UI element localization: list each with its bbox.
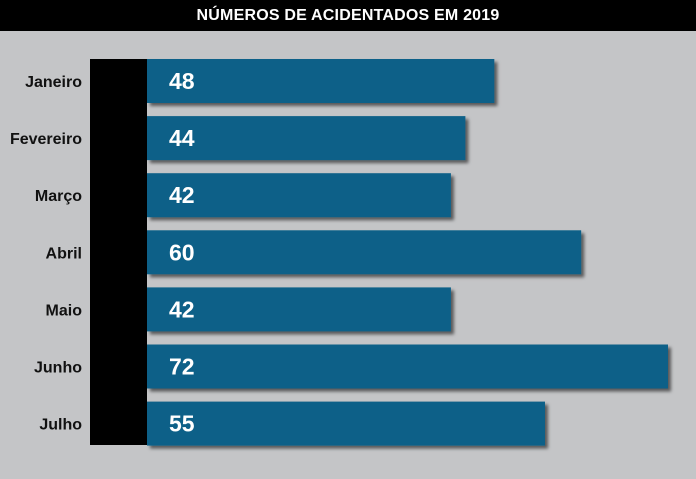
bar-4 [147, 287, 451, 332]
bar-6 [147, 401, 545, 446]
category-label-5: Junho [34, 360, 82, 377]
bar-3 [147, 230, 582, 275]
bar-1 [147, 116, 466, 161]
value-label-5: 72 [169, 354, 195, 380]
category-label-0: Janeiro [25, 74, 82, 91]
category-label-6: Julho [39, 417, 82, 434]
value-label-3: 60 [169, 239, 195, 265]
category-label-1: Fevereiro [10, 131, 82, 148]
bar-0 [147, 59, 495, 103]
bars-layer [147, 59, 668, 446]
category-label-3: Abril [46, 245, 82, 262]
value-label-0: 48 [169, 68, 195, 94]
category-label-4: Maio [46, 302, 83, 319]
value-label-1: 44 [169, 125, 195, 151]
axis-band [90, 59, 147, 445]
chart-title-bar: NÚMEROS DE ACIDENTADOS EM 2019 [0, 0, 696, 31]
value-label-6: 55 [169, 411, 195, 437]
category-label-2: Março [35, 188, 82, 205]
bar-2 [147, 173, 451, 218]
bar-5 [147, 344, 668, 389]
labels-layer: Janeiro 48 Fevereiro 44 Março 42 Abril 60 Maio 42… [10, 68, 195, 437]
value-label-4: 42 [169, 296, 195, 322]
value-label-2: 42 [169, 182, 195, 208]
chart-title: NÚMEROS DE ACIDENTADOS EM 2019 [196, 6, 500, 24]
